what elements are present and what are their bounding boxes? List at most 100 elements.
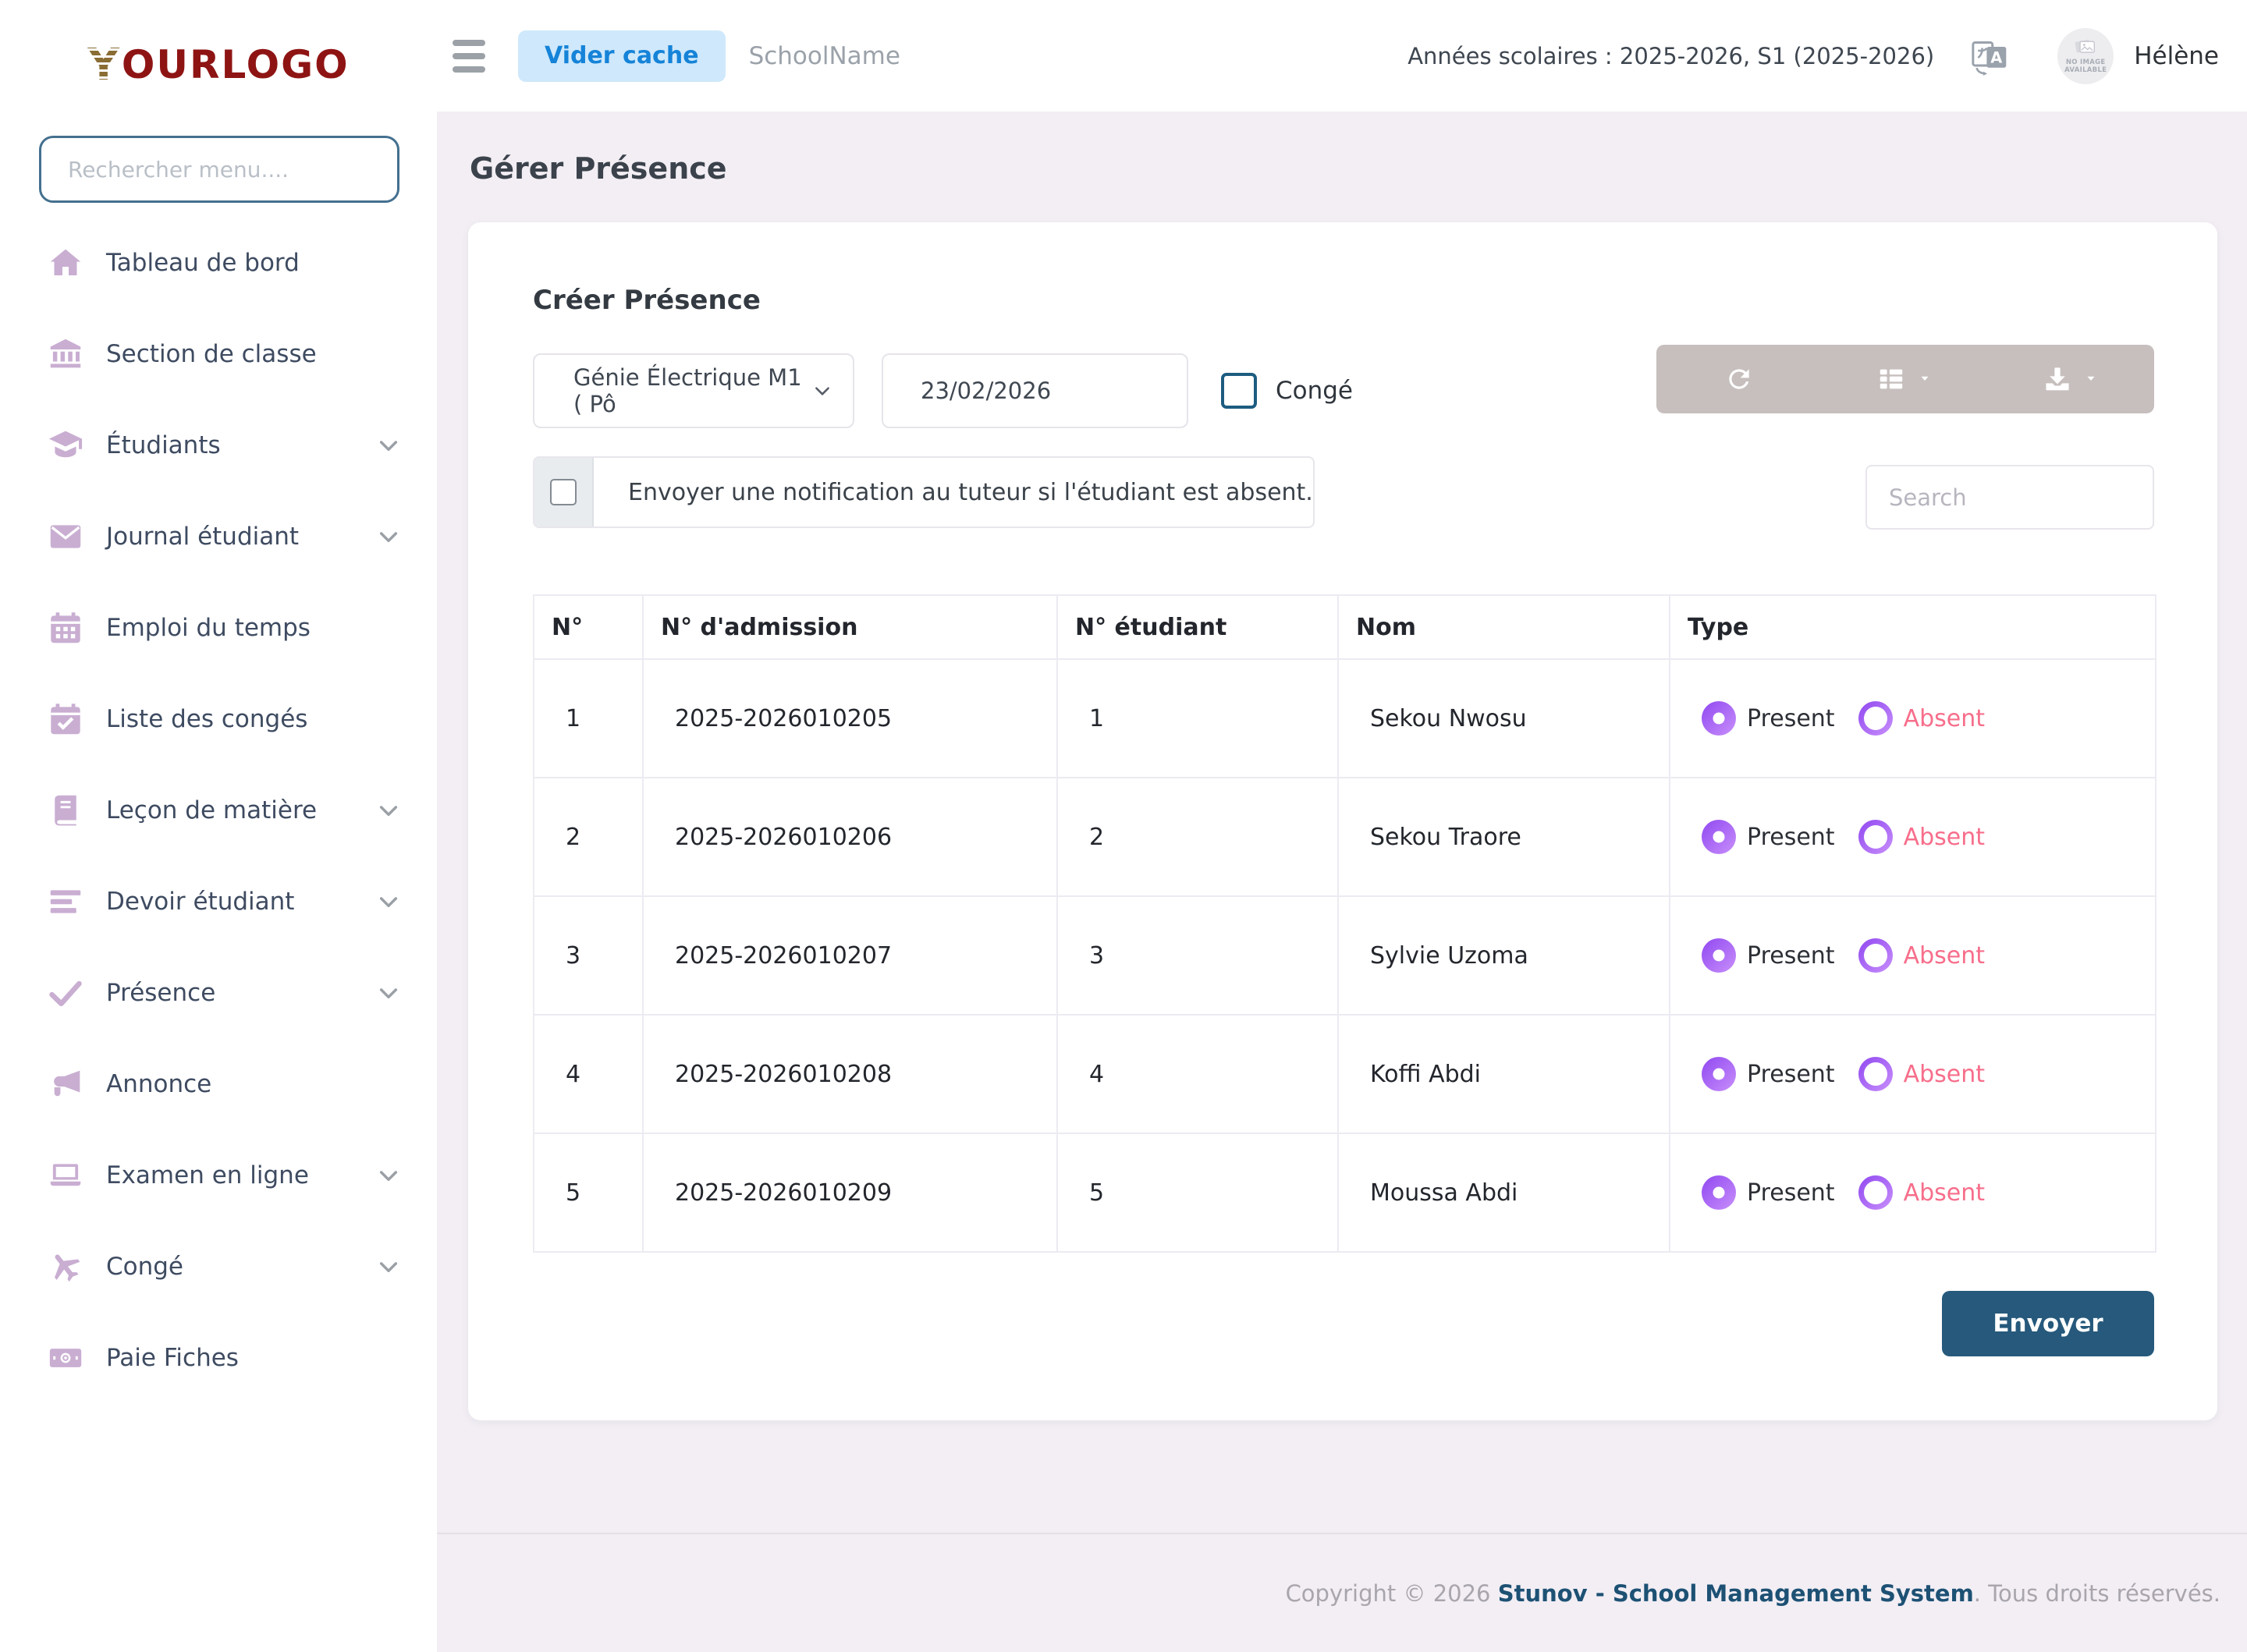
plane-icon: [48, 1250, 106, 1284]
cell-type: Present Absent: [1669, 895, 2156, 1016]
avatar[interactable]: NO IMAGE AVAILABLE: [2057, 27, 2114, 84]
calendar-icon: [48, 611, 106, 645]
refresh-button[interactable]: [1656, 345, 1823, 413]
sidebar-item-calendar-check[interactable]: Liste des congés: [0, 673, 437, 764]
cell-student-no: 4: [1056, 1014, 1339, 1134]
chevron-down-icon: [376, 889, 401, 914]
cell-student-no: 1: [1056, 658, 1339, 778]
absent-label: Absent: [1903, 823, 1985, 851]
hamburger-menu-icon[interactable]: [453, 39, 485, 73]
sidebar-item-money[interactable]: Paie Fiches: [0, 1312, 437, 1403]
present-label: Present: [1747, 1179, 1835, 1207]
table-row: 3 2025-2026010207 3 Sylvie Uzoma Present…: [533, 895, 2156, 1016]
absent-radio[interactable]: [1858, 701, 1893, 736]
absent-radio[interactable]: [1858, 1175, 1893, 1210]
table-row: 5 2025-2026010209 5 Moussa Abdi Present …: [533, 1133, 2156, 1253]
cell-student-no: 2: [1056, 777, 1339, 897]
cell-n: 2: [533, 777, 644, 897]
check-icon: [48, 976, 106, 1010]
notify-label: Envoyer une notification au tuteur si l'…: [628, 478, 1313, 506]
create-presence-card: Créer Présence Génie Électrique M1 ( Pô …: [468, 222, 2217, 1420]
cell-admission: 2025-2026010209: [642, 1133, 1058, 1253]
table-row: 2 2025-2026010206 2 Sekou Traore Present…: [533, 777, 2156, 897]
logo-text: OURLOGO: [121, 42, 350, 87]
sidebar-item-laptop[interactable]: Examen en ligne: [0, 1129, 437, 1221]
cell-n: 5: [533, 1133, 644, 1253]
submit-button[interactable]: Envoyer: [1942, 1291, 2154, 1356]
cell-admission: 2025-2026010206: [642, 777, 1058, 897]
translate-icon[interactable]: A: [1972, 36, 2009, 76]
sidebar-item-list[interactable]: Devoir étudiant: [0, 856, 437, 947]
present-label: Present: [1747, 704, 1835, 732]
school-name-label: SchoolName: [748, 41, 900, 70]
absent-radio[interactable]: [1858, 820, 1893, 854]
cell-student-no: 5: [1056, 1133, 1339, 1253]
table-row: 1 2025-2026010205 1 Sekou Nwosu Present …: [533, 658, 2156, 778]
card-title: Créer Présence: [533, 285, 761, 316]
sidebar-item-graduation-cap[interactable]: Étudiants: [0, 399, 437, 491]
table-search-input[interactable]: [1865, 465, 2154, 530]
cell-name: Sekou Traore: [1337, 777, 1670, 897]
cell-n: 3: [533, 895, 644, 1016]
sidebar-item-envelope[interactable]: Journal étudiant: [0, 491, 437, 582]
table-toolbar: [1656, 345, 2154, 413]
cell-student-no: 3: [1056, 895, 1339, 1016]
present-radio[interactable]: [1702, 1057, 1736, 1091]
topbar: Vider cache SchoolName Années scolaires …: [437, 0, 2247, 112]
sidebar-item-calendar[interactable]: Emploi du temps: [0, 582, 437, 673]
absent-label: Absent: [1903, 1179, 1985, 1207]
sidebar-item-home[interactable]: Tableau de bord: [0, 217, 437, 308]
bank-icon: [48, 337, 106, 371]
cell-admission: 2025-2026010207: [642, 895, 1058, 1016]
menu-search-input[interactable]: [39, 136, 399, 203]
chevron-down-icon: [376, 1163, 401, 1188]
absent-radio[interactable]: [1858, 938, 1893, 973]
megaphone-icon: [48, 1067, 106, 1101]
notify-checkbox[interactable]: [550, 479, 577, 505]
absent-label: Absent: [1903, 704, 1985, 732]
notify-tutor-group: Envoyer une notification au tuteur si l'…: [533, 456, 1315, 528]
present-radio[interactable]: [1702, 1175, 1736, 1210]
class-select[interactable]: Génie Électrique M1 ( Pô: [533, 353, 854, 428]
present-radio[interactable]: [1702, 701, 1736, 736]
chevron-down-icon: [376, 1254, 401, 1279]
home-icon: [48, 246, 106, 280]
copyright-text: Copyright © 2026 Stunov - School Managem…: [1285, 1579, 2220, 1607]
page-content: Gérer Présence Créer Présence Génie Élec…: [437, 112, 2247, 1533]
download-icon: [2046, 367, 2069, 391]
absent-radio[interactable]: [1858, 1057, 1893, 1091]
export-dropdown-button[interactable]: [1988, 345, 2154, 413]
columns-dropdown-button[interactable]: [1823, 345, 1989, 413]
sidebar-item-megaphone[interactable]: Annonce: [0, 1038, 437, 1129]
present-radio[interactable]: [1702, 820, 1736, 854]
cell-admission: 2025-2026010205: [642, 658, 1058, 778]
present-radio[interactable]: [1702, 938, 1736, 973]
sidebar-item-plane[interactable]: Congé: [0, 1221, 437, 1312]
absent-label: Absent: [1903, 941, 1985, 970]
header-student-no: N° étudiant: [1056, 594, 1339, 660]
chevron-down-icon: [376, 524, 401, 549]
clear-cache-button[interactable]: Vider cache: [518, 30, 726, 82]
svg-text:A: A: [1990, 48, 2002, 66]
logo-y-mark: Y: [87, 39, 120, 90]
sidebar-item-check[interactable]: Présence: [0, 947, 437, 1038]
controls-row: Génie Électrique M1 ( Pô 23/02/2026 Cong…: [533, 345, 2154, 428]
footer: Copyright © 2026 Stunov - School Managem…: [437, 1533, 2247, 1652]
caret-down-icon: [2082, 369, 2100, 390]
conge-checkbox-group: Congé: [1221, 373, 1353, 409]
submit-row: Envoyer: [533, 1291, 2154, 1356]
options-row: Envoyer une notification au tuteur si l'…: [533, 456, 2154, 530]
table-list-icon: [1880, 369, 1903, 389]
header-name: Nom: [1337, 594, 1670, 660]
conge-checkbox[interactable]: [1221, 373, 1257, 409]
book-icon: [48, 793, 106, 828]
sidebar-item-book[interactable]: Leçon de matière: [0, 764, 437, 856]
date-input[interactable]: 23/02/2026: [882, 353, 1188, 428]
table-row: 4 2025-2026010208 4 Koffi Abdi Present A…: [533, 1014, 2156, 1134]
sidebar-item-bank[interactable]: Section de classe: [0, 308, 437, 399]
cell-name: Koffi Abdi: [1337, 1014, 1670, 1134]
cell-type: Present Absent: [1669, 1133, 2156, 1253]
footer-brand-link[interactable]: Stunov - School Management System: [1497, 1579, 1974, 1607]
